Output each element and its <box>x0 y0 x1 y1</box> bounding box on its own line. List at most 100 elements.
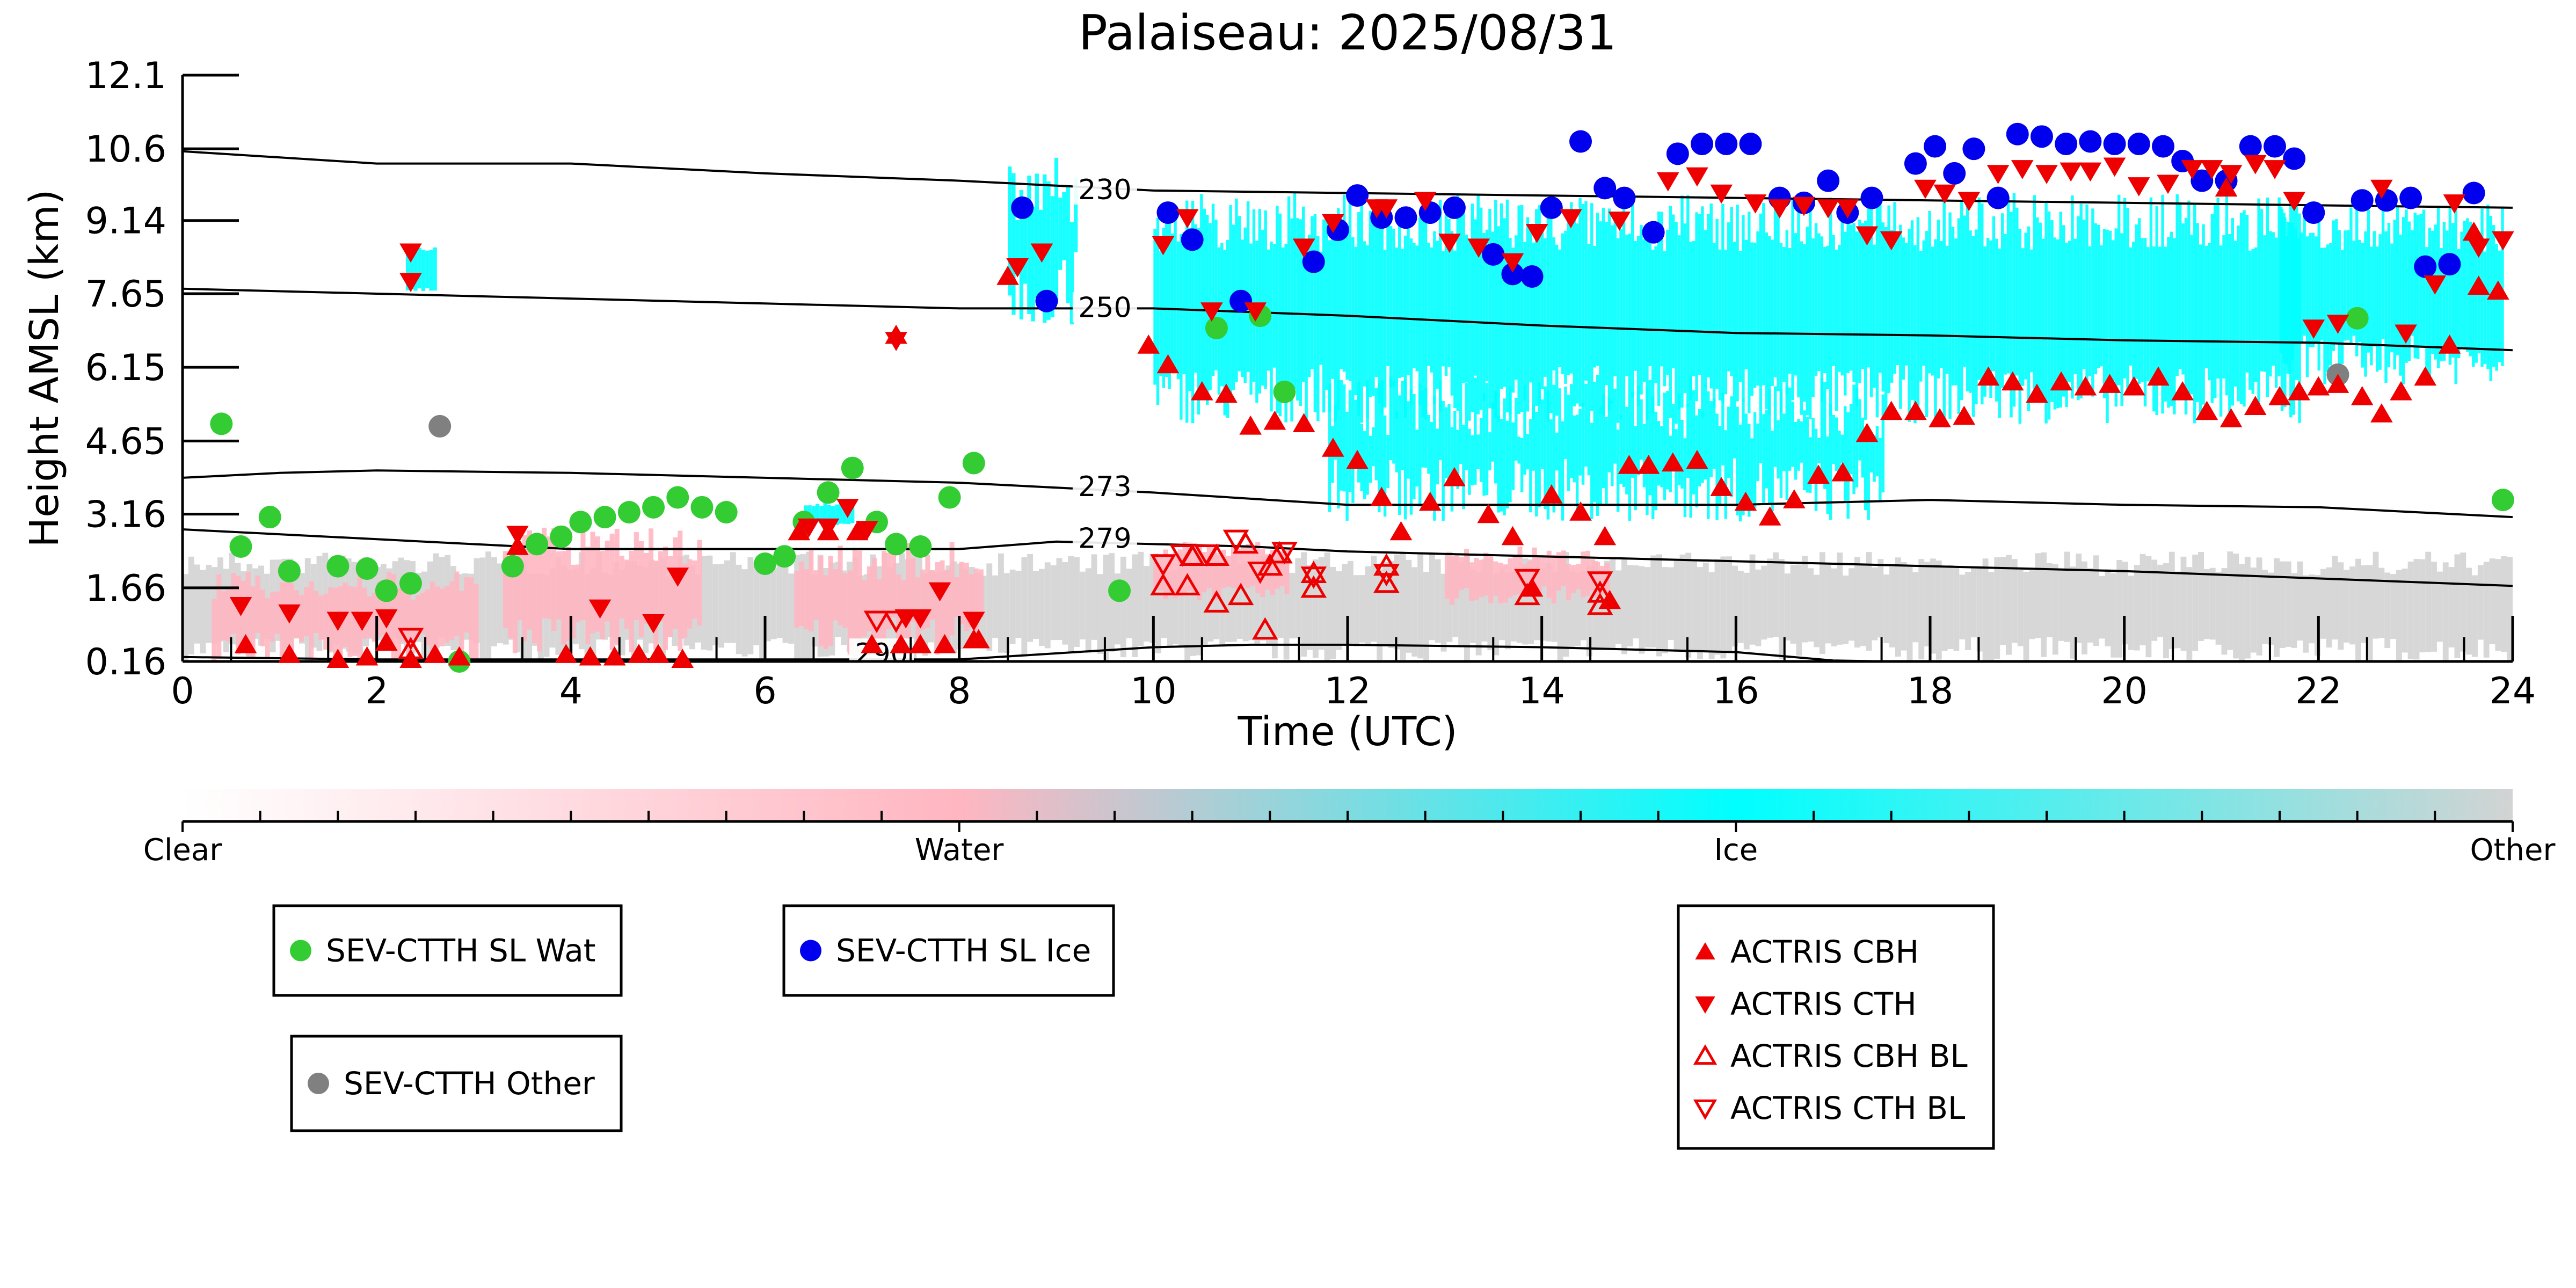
mask-column <box>1331 217 1334 379</box>
mask-column <box>2274 558 2280 657</box>
mask-column <box>1050 196 1054 318</box>
point-actris-cth <box>1656 172 1679 192</box>
mask-column <box>2507 557 2513 661</box>
mask-column <box>2173 238 2176 414</box>
mask-column <box>2272 232 2275 366</box>
mask-column <box>2056 239 2060 409</box>
mask-column <box>1482 393 1486 496</box>
contour-label: 279 <box>1078 522 1131 555</box>
point-actris-cth <box>2467 238 2490 258</box>
mask-column <box>2501 206 2504 366</box>
mask-column <box>1581 203 1585 407</box>
mask-column <box>1790 565 1796 644</box>
mask-column <box>270 592 275 642</box>
mask-column <box>1324 552 1330 660</box>
mask-column <box>1803 410 1806 490</box>
legend-label: ACTRIS CBH <box>1730 934 1919 970</box>
mask-column <box>1640 399 1643 460</box>
mask-column <box>1849 224 1853 371</box>
mask-column <box>2355 558 2361 661</box>
mask-column <box>809 548 814 632</box>
mask-column <box>1369 435 1372 483</box>
mask-column <box>1283 558 1290 660</box>
point-sev-ctth-sl-wat <box>938 486 961 509</box>
mask-column <box>1657 421 1661 486</box>
mask-column <box>1062 562 1068 645</box>
mask-column <box>1510 571 1517 642</box>
mask-column <box>2332 556 2338 640</box>
mask-column <box>1621 557 1627 654</box>
mask-column <box>576 564 581 623</box>
mask-column <box>2311 232 2315 347</box>
mask-column <box>1015 220 1020 272</box>
point-sev-ctth-sl-ice <box>1520 265 1544 288</box>
mask-column <box>1265 554 1270 590</box>
mask-column <box>1791 199 1794 401</box>
point-actris-cbh <box>2351 386 2374 405</box>
mask-column <box>2087 568 2093 643</box>
mask-column <box>2396 570 2402 660</box>
point-sev-ctth-sl-ice <box>1962 137 1985 161</box>
mask-column <box>1311 216 1314 369</box>
mask-column <box>2093 555 2099 646</box>
mask-column <box>1619 415 1622 484</box>
mask-column <box>1940 241 1943 368</box>
mask-column <box>1846 213 1850 373</box>
mask-column <box>1481 559 1488 642</box>
mask-column <box>2285 561 2291 647</box>
x-tick-label: 20 <box>2101 670 2148 712</box>
mask-column <box>1561 421 1564 521</box>
mask-column <box>1033 571 1039 639</box>
point-actris-cth <box>1744 194 1767 214</box>
mask-column <box>1782 413 1786 471</box>
point-actris-cbh <box>1370 486 1393 506</box>
mask-column <box>2338 562 2344 650</box>
mask-column <box>2006 555 2012 655</box>
point-sev-ctth-sl-ice <box>2127 133 2150 156</box>
mask-column <box>2428 228 2432 379</box>
legend-box <box>782 904 1115 997</box>
mask-column <box>1021 557 1028 657</box>
point-actris-cbh <box>1501 526 1524 545</box>
point-actris-cbh <box>2370 403 2393 423</box>
mask-column <box>1846 412 1850 519</box>
mask-column <box>265 598 270 658</box>
mask-column <box>1479 207 1483 410</box>
mask-column <box>1248 571 1255 641</box>
point-actris-cth <box>2011 160 2034 179</box>
point-actris-cth <box>2424 275 2447 295</box>
mask-column <box>1479 559 1484 598</box>
mask-column <box>1796 564 1802 656</box>
point-sev-ctth-sl-ice <box>2079 130 2102 153</box>
mask-column <box>1935 561 1942 660</box>
mask-column <box>649 528 654 617</box>
mask-column <box>1500 419 1503 512</box>
mask-column <box>1192 543 1197 594</box>
mask-column <box>1260 556 1267 641</box>
mask-column <box>1718 426 1722 506</box>
mask-column <box>532 552 537 643</box>
mask-column <box>1270 549 1275 595</box>
mask-column <box>1975 229 1978 405</box>
point-actris-cbh <box>2467 275 2490 295</box>
mask-column <box>1673 560 1680 652</box>
mask-column <box>1756 423 1759 482</box>
mask-column <box>1056 558 1063 641</box>
point-actris-cbh <box>506 536 529 555</box>
point-actris-cth <box>588 599 612 619</box>
mask-column <box>294 590 299 638</box>
mask-column <box>935 562 940 655</box>
point-actris-cth <box>1006 258 1029 278</box>
mask-column <box>1035 173 1039 298</box>
mask-column <box>2315 236 2318 343</box>
mask-column <box>1493 561 1498 596</box>
mask-column <box>1342 194 1346 372</box>
point-actris-cth <box>2302 319 2325 339</box>
point-sev-ctth-sl-ice <box>1924 135 1947 158</box>
mask-column <box>1666 391 1669 490</box>
mask-column <box>1712 398 1716 469</box>
mask-column <box>1450 231 1454 396</box>
point-actris-cbh <box>1637 455 1660 474</box>
mask-column <box>1806 417 1809 493</box>
mask-column <box>1744 413 1748 504</box>
